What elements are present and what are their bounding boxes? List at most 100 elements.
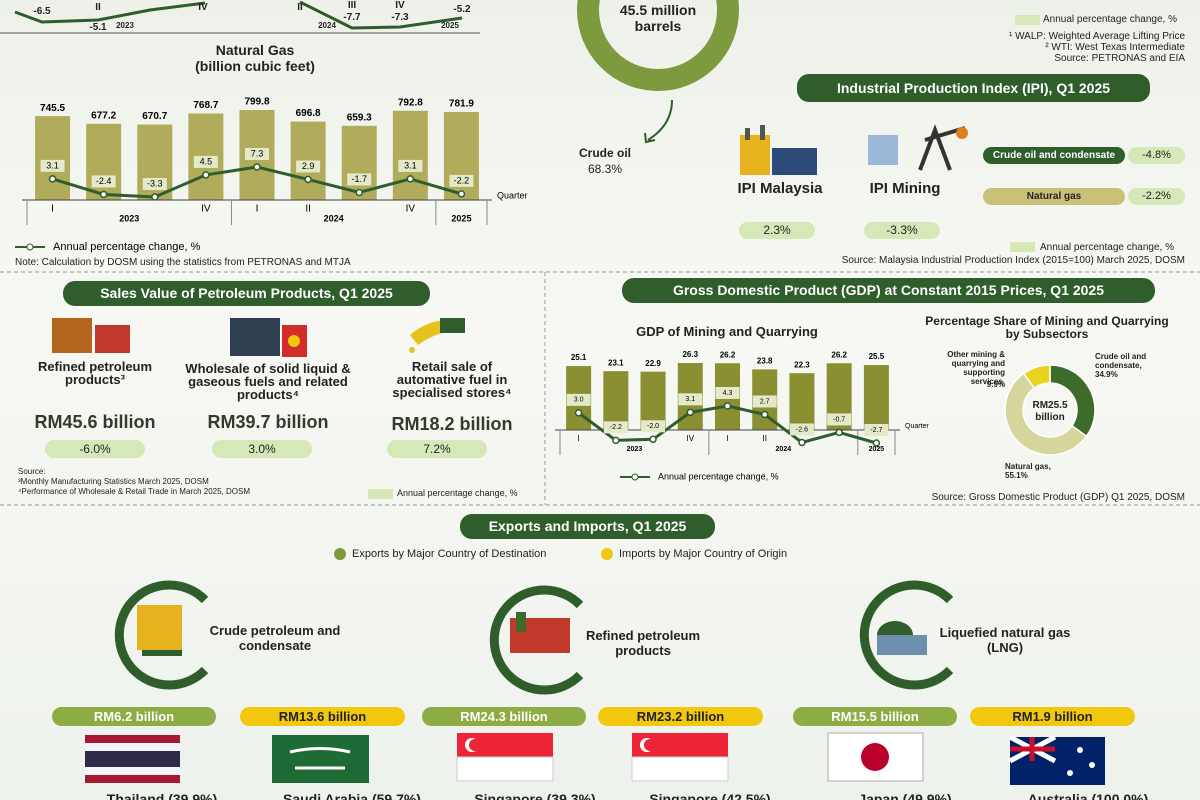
source: ⁴Performance of Wholesale & Retail Trade… [18,487,250,496]
item-value: RM39.7 billion [207,412,329,432]
bar [341,125,377,200]
x-axis-label: Quarter [905,423,929,430]
year-label: 2025 [869,446,885,453]
bar-label: 23.1 [608,358,624,367]
line-label-bg [347,173,372,186]
line-label: 7.3 [251,148,264,158]
section-title: Industrial Production Index (IPI), Q1 20… [797,74,1150,102]
line-point [355,188,363,197]
bar-label: 659.3 [347,112,372,123]
line-point [99,190,108,199]
line-point [151,193,159,201]
bar-label: 25.1 [571,353,587,362]
legend-label: Annual percentage change, % [1040,242,1174,253]
pie-label: Other mining & quarrying and supporting … [947,350,1005,386]
bar-label: 781.9 [449,99,474,110]
x-tick-label: I [256,204,259,215]
line-point [304,175,312,184]
bar-label: 696.8 [296,108,321,119]
sales-icons [52,318,465,357]
pie-value: 55.1% [1005,471,1028,480]
line-label-bg [603,421,628,434]
section-title: Exports and Imports, Q1 2025 [460,514,715,539]
x-tick-label: I [51,204,54,215]
subsector-label: Natural gas [983,188,1125,205]
line-label: 3.1 [685,396,695,403]
bar-label: 745.5 [40,103,65,114]
line-label-bg [142,178,167,190]
bar [789,373,815,430]
trade-country: Thailand (39.9%) [106,791,218,800]
ipi-value: 2.3% [739,222,815,239]
legend-label: Annual percentage change, % [658,471,779,481]
bar-label: 26.3 [682,350,698,359]
bar-label: 26.2 [720,350,736,359]
item-change: 7.2% [387,440,487,458]
production-total: 45.5 million barrels [619,2,697,34]
line-point [872,439,881,447]
legend-dot [334,548,346,560]
legend-label: Annual percentage change, % [53,241,201,253]
bar [392,110,428,200]
legend-swatch [1010,242,1035,252]
product-label: Liquefied natural gas (LNG) [939,625,1071,655]
subsector-value: -2.2% [1128,188,1185,205]
product-label: Refined petroleum products [585,628,701,658]
legend-label: Imports by Major Country of Origin [619,548,788,560]
line-point [48,175,57,183]
legend-label: Annual percentage change, % [1043,14,1177,25]
partial-line [14,0,463,30]
year-label: 2024 [776,446,792,453]
chart-title: Percentage Share of Mining and Quarrying… [925,314,1169,341]
trade-country: Singapore (42.5%) [649,791,771,800]
arrow-head [644,132,656,144]
bar-label: 768.7 [193,100,218,111]
axis-label: -7.7 [343,12,361,23]
ipi-icons [740,124,968,175]
line-label-bg [40,159,65,172]
pie-value: 34.9% [1095,370,1118,379]
year-label: 2025 [451,213,471,223]
ipi-label: IPI Mining [869,180,941,197]
axis-label: -7.3 [391,12,409,23]
line-label-bg [193,155,218,168]
year-label: 2024 [324,213,344,223]
bar-label: 22.3 [794,360,810,369]
source: Source: Gross Domestic Product (GDP) Q1 … [931,492,1185,503]
subsector-value: -4.8% [1128,147,1185,164]
pie-label: Natural gas, [1005,462,1051,471]
crude-label: Crude oil [578,146,631,160]
line-label: -0.7 [833,416,845,423]
year-label: 2023 [627,446,643,453]
bar [603,371,629,430]
trade-value: RM6.2 billion [52,707,216,726]
line-label-bg [864,424,889,436]
footnote: ² WTI: West Texas Intermediate [1045,42,1185,53]
line-label: -2.6 [796,426,808,433]
x-tick-label: IV [686,434,694,443]
axis-label: 2025 [441,21,459,30]
line-label-bg [449,174,474,187]
x-tick-label: I [726,434,728,443]
axis-label: II [297,2,303,13]
trade-value: RM24.3 billion [422,707,586,726]
trade-value: RM13.6 billion [240,707,405,726]
line-point [686,408,695,417]
chart: 745.5 677.2 670.7 768.7 799.8 696.8 659.3 792.8… [15,97,528,253]
line-label: -2.2 [454,175,470,185]
line-point [798,438,806,447]
line-label-bg [296,160,321,173]
x-axis-label: Quarter [497,190,528,200]
line-label: 2.7 [760,398,770,405]
axis-label: 2024 [318,21,336,30]
axis-label: III [347,0,357,11]
axis-label: IV [395,0,405,11]
pie-center: RM25.5 billion [1032,400,1068,423]
line-label: 3.1 [404,160,417,170]
bar-label: 26.2 [831,350,847,359]
section-title: Gross Domestic Product (GDP) at Constant… [622,278,1155,303]
ipi-value: -3.3% [864,222,940,239]
axis-label: -5.1 [89,22,107,33]
trade-value: RM1.9 billion [970,707,1135,726]
